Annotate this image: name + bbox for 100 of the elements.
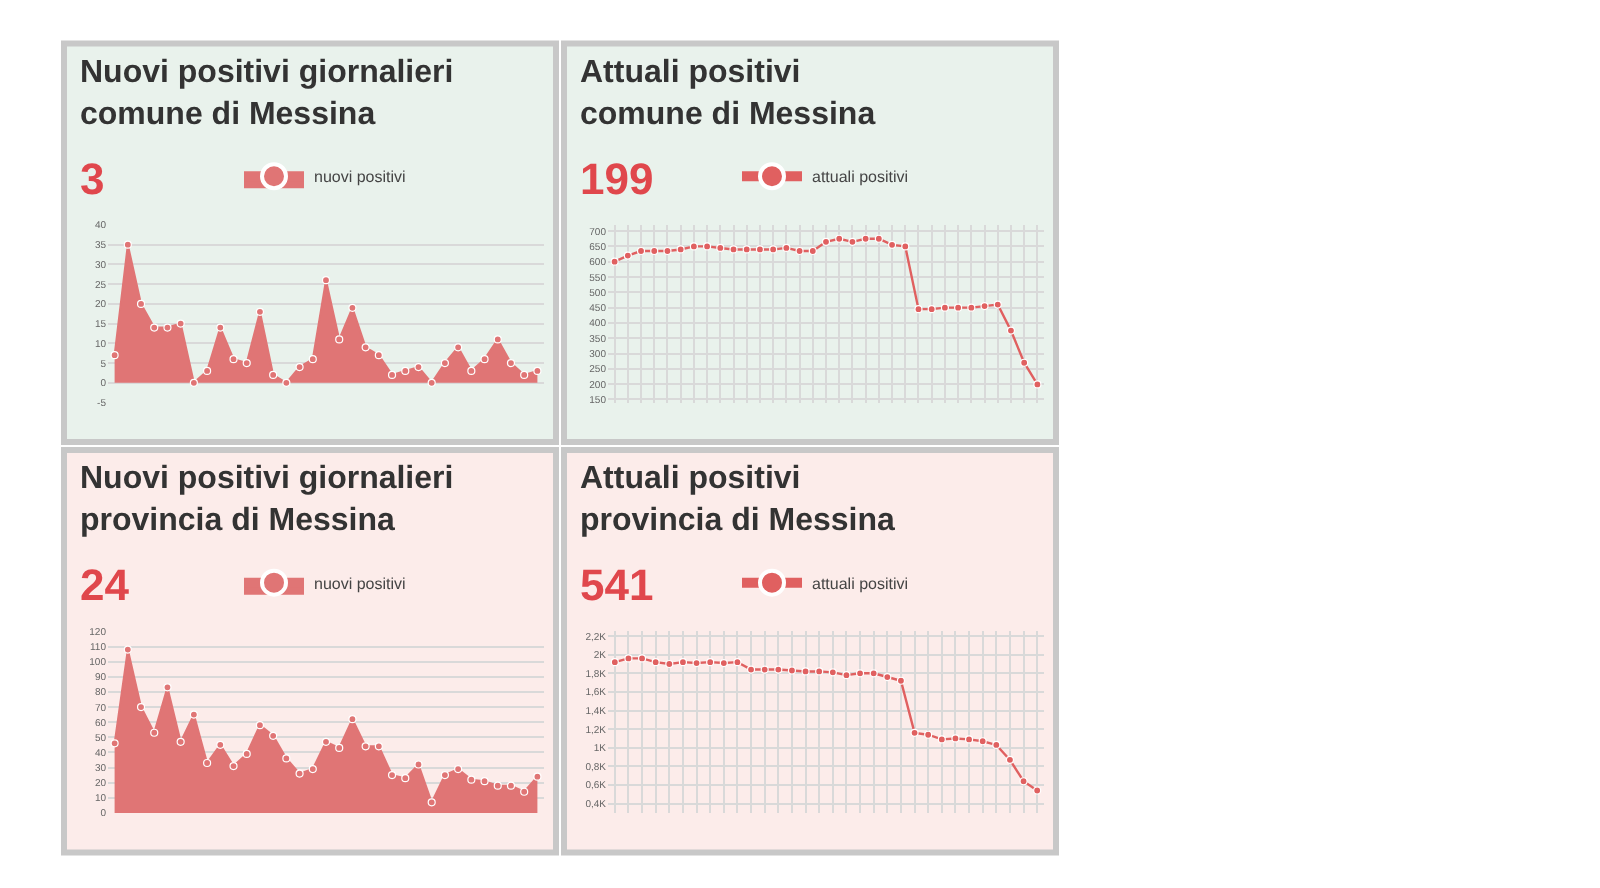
point <box>136 299 146 308</box>
point <box>308 764 317 774</box>
point <box>769 245 778 254</box>
point <box>361 742 370 751</box>
point <box>910 728 919 737</box>
point <box>914 305 923 314</box>
chart-subtitle: 3 <box>80 154 105 204</box>
point <box>454 764 463 774</box>
point <box>782 243 791 253</box>
point <box>189 378 198 387</box>
point <box>374 742 383 751</box>
point <box>678 658 688 667</box>
point <box>795 246 804 256</box>
point <box>733 658 742 667</box>
point <box>216 323 225 332</box>
point <box>480 355 489 364</box>
point <box>676 245 685 254</box>
legend-label: attuali positivi <box>812 168 909 187</box>
point <box>610 257 619 266</box>
point <box>203 758 212 768</box>
point <box>1006 326 1016 335</box>
point <box>348 715 357 724</box>
point <box>440 771 449 780</box>
point <box>993 300 1002 309</box>
legend-label: attuali positivi <box>812 574 909 593</box>
chart-subtitle: 24 <box>80 560 131 610</box>
point <box>493 781 502 790</box>
point <box>467 366 476 376</box>
point <box>729 245 738 254</box>
point <box>774 665 783 674</box>
point <box>163 683 172 692</box>
point <box>716 243 725 253</box>
chart-subtitle: 541 <box>580 560 654 610</box>
point <box>1019 777 1028 786</box>
point <box>282 378 291 387</box>
point <box>610 658 619 667</box>
point <box>123 645 132 654</box>
point <box>335 335 344 344</box>
point <box>835 234 844 243</box>
point <box>110 739 119 748</box>
chart-title: Attuali positivi provincia di Messina <box>580 462 895 538</box>
point <box>937 735 946 744</box>
point <box>533 366 542 376</box>
point <box>842 671 851 680</box>
point <box>954 303 963 312</box>
point <box>896 676 906 685</box>
point <box>242 749 251 759</box>
point <box>150 728 159 737</box>
point <box>815 667 824 676</box>
point <box>295 769 304 778</box>
point <box>493 335 502 344</box>
point <box>506 358 516 368</box>
point <box>414 760 423 769</box>
point <box>980 302 989 311</box>
point <box>967 303 976 312</box>
point <box>480 777 489 786</box>
point <box>440 358 449 368</box>
point <box>869 669 878 678</box>
point <box>269 370 278 380</box>
point <box>978 737 987 746</box>
point <box>427 798 436 807</box>
point <box>874 234 883 243</box>
legend-label: nuovi positivi <box>314 168 407 187</box>
point <box>374 351 383 360</box>
point <box>506 781 516 790</box>
point <box>520 370 529 380</box>
point <box>1005 755 1015 764</box>
point <box>533 772 542 781</box>
point <box>927 305 936 314</box>
point <box>401 774 410 783</box>
point <box>348 303 357 312</box>
point <box>255 721 265 730</box>
point <box>760 665 769 674</box>
point <box>855 669 865 678</box>
point <box>719 658 728 668</box>
point <box>992 740 1001 750</box>
point <box>821 237 831 246</box>
point <box>703 242 712 251</box>
point <box>176 737 185 746</box>
point <box>163 323 172 332</box>
point <box>229 761 238 771</box>
point <box>150 323 159 332</box>
point <box>887 240 897 249</box>
point <box>637 654 647 663</box>
point <box>787 666 797 675</box>
point <box>1033 380 1042 389</box>
point <box>520 787 529 796</box>
chart-title: Nuovi positivi giornalieri provincia di Messina <box>80 462 454 538</box>
point <box>650 246 659 256</box>
point <box>951 734 960 743</box>
chart-subtitle: 199 <box>580 154 654 204</box>
point <box>689 242 698 251</box>
point <box>665 659 674 669</box>
point <box>176 319 185 328</box>
point <box>636 246 646 256</box>
point <box>282 754 291 763</box>
point <box>269 731 278 740</box>
point <box>828 668 837 677</box>
point <box>1020 358 1029 367</box>
point <box>110 351 119 360</box>
